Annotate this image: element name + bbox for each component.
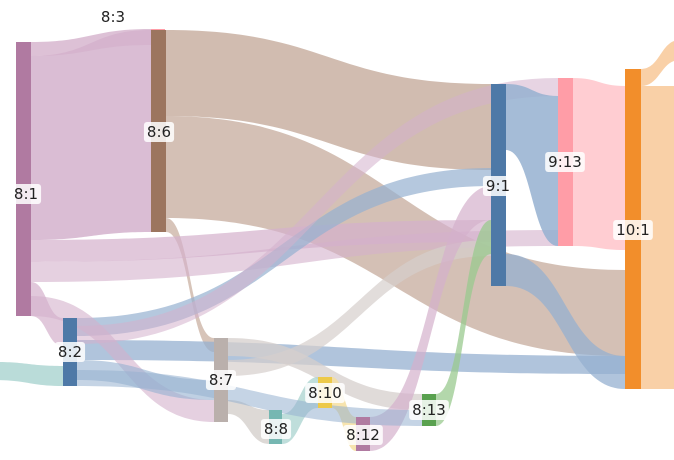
link-10-1-to-right (641, 86, 674, 389)
node-label-background (260, 419, 292, 439)
node-label-background (205, 370, 237, 390)
node-label-background (54, 342, 86, 362)
node-label-9-13: 9:13 (548, 153, 582, 171)
node-label-group-8-10: 8:10 (305, 383, 345, 403)
link-8-1-to-8-3 (31, 29, 151, 56)
node-label-group-8-8: 8:8 (260, 419, 292, 439)
node-label-9-1: 9:1 (486, 177, 510, 195)
node-label-background (409, 400, 449, 420)
node-label-8-13: 8:13 (412, 401, 446, 419)
node-label-8-12: 8:12 (346, 426, 380, 444)
link-8-1-to-8-6 (31, 30, 151, 240)
node-label-background (482, 176, 514, 196)
node-8-1[interactable] (16, 42, 31, 316)
node-label-background (305, 383, 345, 403)
node-label-8-6: 8:6 (147, 123, 171, 141)
link-8-7-to-9-1 (228, 240, 491, 376)
link-8-2-to-8-13 (77, 370, 422, 426)
link-10-1-to-right-top (641, 41, 674, 86)
node-label-8-2: 8:2 (58, 343, 82, 361)
node-label-10-1: 10:1 (616, 221, 650, 239)
link-9-1-to-10-1 (506, 254, 625, 389)
node-label-group-8-1: 8:1 (10, 184, 42, 204)
node-label-8-1: 8:1 (14, 185, 38, 203)
node-label-group-8-13: 8:13 (409, 400, 449, 420)
node-label-background (545, 152, 585, 172)
link-9-1-to-9-13 (506, 84, 558, 246)
link-8-7-to-8-8 (228, 400, 269, 444)
link-left-teal (0, 362, 63, 386)
node-label-background (10, 184, 42, 204)
node-label-group-8-2: 8:2 (54, 342, 86, 362)
node-label-group-8-6: 8:6 (143, 122, 175, 142)
node-label-background (343, 425, 383, 445)
node-label-background (143, 122, 175, 142)
node-label-background (97, 7, 129, 27)
link-9-13-to-10-1 (573, 78, 625, 250)
link-8-1-to-9-1 (31, 220, 491, 262)
link-8-13-to-9-1 (436, 220, 491, 426)
node-label-8-10: 8:10 (308, 384, 342, 402)
node-label-group-8-7: 8:7 (205, 370, 237, 390)
sankey-labels: 8:1 8:3 8:6 8:2 8:7 8:8 8:10 8:12 8:13 9:1 9:13 10:… (10, 7, 653, 445)
node-label-group-8-3: 8:3 (97, 7, 129, 27)
node-label-8-7: 8:7 (209, 371, 233, 389)
node-label-8-3: 8:3 (101, 8, 125, 26)
node-label-group-9-1: 9:1 (482, 176, 514, 196)
node-label-group-8-12: 8:12 (343, 425, 383, 445)
link-8-7-to-8-13 (228, 338, 422, 410)
node-label-group-10-1: 10:1 (613, 220, 653, 240)
link-8-6-to-8-7 (166, 218, 214, 352)
node-label-background (613, 220, 653, 240)
node-label-8-8: 8:8 (264, 420, 288, 438)
node-label-group-9-13: 9:13 (545, 152, 585, 172)
link-8-1-to-9-13 (31, 230, 558, 282)
link-8-12-to-9-1 (370, 186, 491, 451)
link-8-2-to-9-13 (77, 78, 558, 344)
